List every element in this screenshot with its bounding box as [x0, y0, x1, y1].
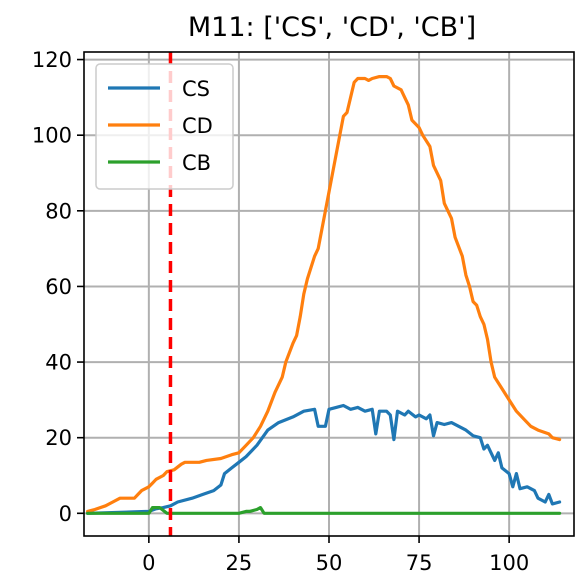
- y-tick-label: 100: [32, 124, 72, 148]
- x-tick-label: 0: [142, 551, 155, 575]
- y-tick-label: 120: [32, 48, 72, 72]
- series-line-cb: [86, 506, 562, 515]
- y-tick-label: 80: [45, 199, 72, 223]
- series-layer: [86, 75, 562, 515]
- y-tick-label: 0: [59, 502, 72, 526]
- y-tick-label: 20: [45, 426, 72, 450]
- legend-box: [95, 63, 234, 190]
- y-axis: 0 20 40 60 80 100 120: [32, 48, 84, 526]
- x-tick-label: 100: [489, 551, 529, 575]
- x-axis: 0 25 50 75 100: [142, 536, 529, 575]
- y-tick-label: 40: [45, 351, 72, 375]
- x-tick-label: 50: [316, 551, 343, 575]
- legend: CS CD CB: [95, 63, 234, 190]
- legend-label-cd: CD: [182, 114, 213, 138]
- legend-label-cs: CS: [182, 77, 210, 101]
- series-line-cd: [86, 75, 562, 513]
- series-line-cs: [86, 403, 562, 515]
- x-tick-label: 75: [406, 551, 433, 575]
- chart-title: M11: ['CS', 'CD', 'CB']: [188, 12, 476, 43]
- y-tick-label: 60: [45, 275, 72, 299]
- legend-label-cb: CB: [182, 151, 211, 175]
- x-tick-label: 25: [226, 551, 253, 575]
